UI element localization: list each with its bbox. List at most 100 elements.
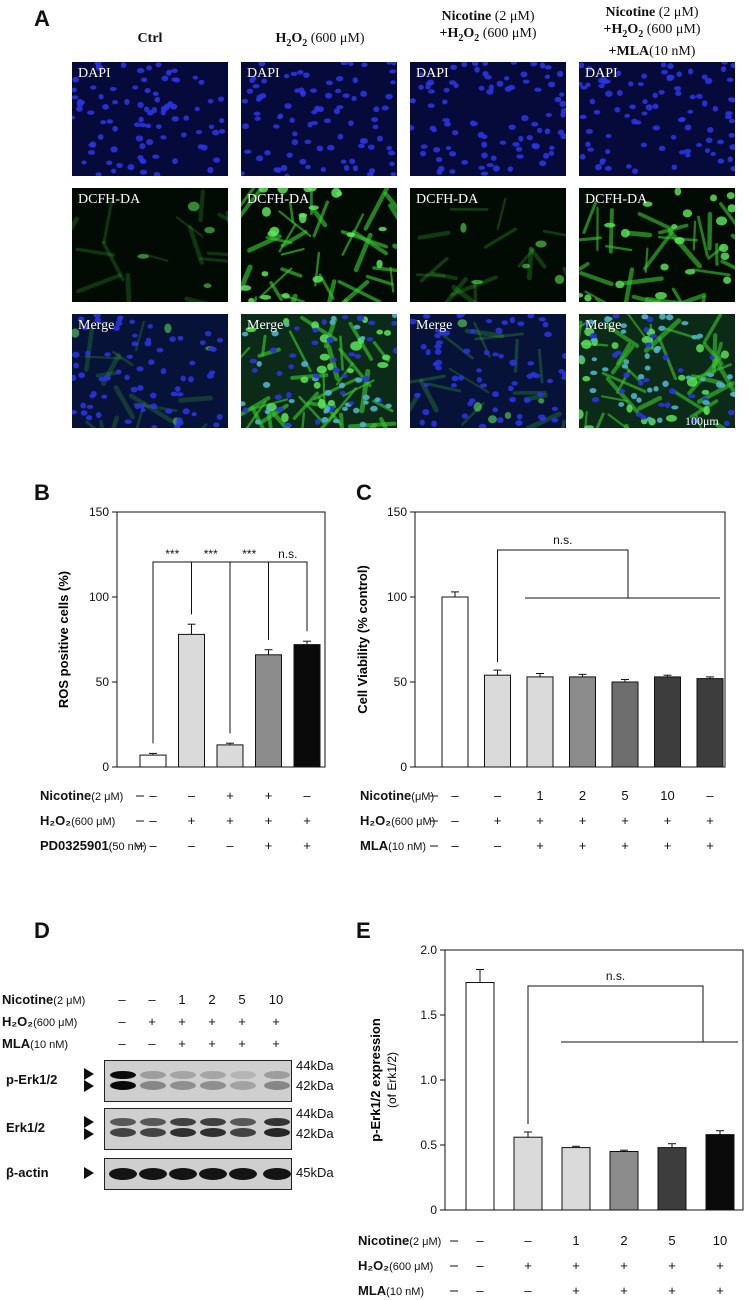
condition-value: + — [148, 1014, 156, 1029]
cell-body — [281, 412, 289, 423]
nucleus — [420, 144, 428, 149]
micrograph-background — [410, 314, 566, 428]
micrograph-image — [72, 188, 228, 302]
nucleus — [94, 62, 102, 66]
protein-band — [264, 1128, 290, 1137]
nucleus — [271, 330, 279, 337]
cell-process — [198, 189, 205, 223]
nucleus — [643, 327, 650, 333]
nucleus — [176, 392, 184, 397]
nucleus — [615, 70, 622, 77]
nucleus — [664, 402, 671, 408]
y-tick-label: 50 — [96, 675, 110, 689]
condition-value: + — [303, 838, 311, 853]
nucleus — [299, 90, 307, 95]
nucleus — [348, 401, 355, 406]
protein-band — [200, 1081, 226, 1090]
nucleus — [349, 158, 356, 165]
nucleus — [139, 158, 146, 163]
nucleus — [342, 93, 350, 99]
nucleus — [165, 70, 172, 76]
nucleus — [343, 165, 350, 171]
nucleus — [284, 173, 290, 176]
cell-process — [410, 394, 420, 413]
nucleus — [434, 328, 441, 333]
cell-process — [719, 202, 735, 226]
micrograph-label: DCFH-DA — [78, 192, 141, 207]
cell-body — [581, 339, 592, 350]
nucleus — [144, 87, 151, 94]
nucleus — [316, 145, 324, 152]
nucleus — [720, 66, 727, 73]
nucleus — [469, 328, 477, 334]
y-tick-label: 100 — [387, 590, 407, 604]
nucleus — [644, 353, 650, 359]
nucleus — [620, 323, 628, 329]
nucleus — [290, 71, 298, 77]
nucleus — [269, 347, 277, 354]
condition-label-name: MLA — [2, 1036, 31, 1051]
micrograph-label: Merge — [78, 318, 115, 333]
nucleus — [341, 315, 349, 320]
cell-body — [710, 194, 718, 202]
cell-process — [679, 292, 707, 302]
nucleus — [516, 413, 523, 420]
nucleus — [274, 394, 283, 400]
band-arrow-icon — [84, 1068, 94, 1080]
nucleus — [177, 335, 184, 341]
nucleus — [422, 409, 430, 416]
cell-process — [579, 236, 602, 242]
condition-value: + — [188, 813, 196, 828]
condition-value: + — [621, 838, 629, 853]
nucleus — [414, 392, 422, 398]
protein-band — [170, 1081, 196, 1090]
band-arrow-icon — [84, 1080, 94, 1092]
protein-band — [264, 1118, 290, 1126]
nucleus — [676, 71, 682, 78]
micrograph-merge: Merge — [579, 314, 735, 428]
nucleus — [137, 385, 144, 391]
nucleus — [112, 100, 119, 105]
column-header-text: (2 μM) — [491, 9, 535, 24]
blot-label: β-actin — [6, 1165, 49, 1180]
cell-process — [335, 362, 354, 386]
nucleus — [657, 417, 663, 423]
nucleus — [334, 88, 342, 94]
cell-body — [300, 376, 309, 384]
column-header-text: +MLA — [608, 43, 650, 59]
nucleus — [662, 380, 669, 387]
cell-process — [418, 378, 439, 413]
cell-process — [671, 287, 683, 302]
chart-e-perk-expression: 0 0.5 1.0 1.5 2.0 p-Erk1/2 expression (of Erk1… — [358, 943, 744, 1298]
bar — [654, 676, 681, 768]
nucleus — [558, 368, 565, 374]
micrograph-background — [410, 62, 566, 176]
nucleus — [332, 418, 340, 424]
nucleus — [73, 362, 80, 369]
cell-body — [269, 226, 280, 236]
nucleus — [624, 113, 631, 118]
cell-body — [312, 275, 323, 283]
cell-process — [688, 363, 732, 382]
cell-body — [582, 375, 591, 382]
nucleus — [216, 337, 224, 343]
cell-process — [99, 419, 105, 428]
cell-body — [187, 201, 200, 212]
cell-process — [692, 220, 697, 251]
nucleus — [685, 375, 692, 380]
nucleus — [217, 96, 225, 102]
kda-label: 42kDa — [296, 1126, 334, 1141]
nucleus — [124, 374, 130, 381]
nucleus — [72, 87, 77, 93]
nucleus — [671, 164, 678, 170]
column-header-text: O — [463, 26, 475, 41]
nucleus — [81, 160, 87, 165]
nucleus — [441, 330, 447, 335]
nucleus — [632, 168, 639, 174]
cell-process — [342, 379, 375, 397]
nucleus — [476, 368, 482, 373]
nucleus — [687, 68, 694, 75]
nucleus — [89, 393, 95, 399]
nucleus — [495, 327, 503, 334]
nucleus — [136, 67, 145, 74]
